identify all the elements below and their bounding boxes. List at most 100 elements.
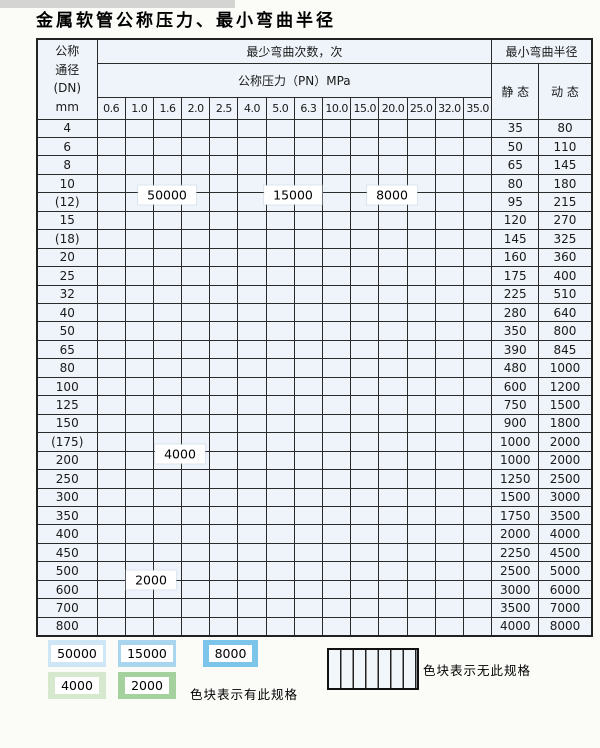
no-spec-cell — [434, 136, 464, 157]
no-spec-cell — [462, 395, 493, 415]
spec-cell — [321, 266, 352, 286]
spec-cell — [124, 284, 154, 305]
pressure-col-header: 1.6 — [152, 96, 183, 120]
table-row: 25 175 400 — [36, 266, 593, 286]
table-row: 32 225 510 — [36, 284, 593, 305]
spec-cell — [265, 284, 295, 305]
spec-cell — [96, 303, 126, 323]
dynamic-radius-cell: 4000 — [538, 524, 593, 544]
legend-swatch-value: 15000 — [121, 644, 173, 663]
spec-cell — [96, 247, 126, 268]
dn-cell: 10 — [36, 173, 98, 194]
spec-cell — [181, 413, 211, 434]
no-spec-cell — [350, 432, 380, 452]
spec-cell — [209, 247, 239, 268]
dynamic-radius-cell: 1200 — [538, 376, 593, 397]
spec-cell — [209, 118, 239, 138]
no-spec-cell — [434, 210, 464, 231]
spec-cell — [293, 229, 324, 249]
no-spec-cell — [462, 487, 493, 508]
spec-cell — [96, 229, 126, 249]
spec-cell — [237, 284, 267, 305]
no-spec-cell — [406, 229, 436, 249]
no-spec-cell — [321, 358, 352, 378]
dynamic-radius-cell: 4500 — [538, 542, 593, 563]
static-radius-cell: 225 — [491, 284, 540, 305]
no-spec-cell — [321, 598, 352, 618]
table-row: 4 35 80 — [36, 118, 593, 138]
spec-cell — [124, 339, 154, 360]
static-radius-cell: 2250 — [491, 542, 540, 563]
legend-swatch-value: 4000 — [55, 676, 99, 695]
no-spec-cell — [293, 579, 324, 600]
no-spec-cell — [406, 450, 436, 471]
dynamic-radius-cell: 640 — [538, 303, 593, 323]
no-spec-cell — [378, 321, 408, 341]
no-spec-cell — [293, 616, 324, 637]
spec-cell — [96, 469, 126, 489]
no-spec-cell — [406, 487, 436, 508]
no-spec-cell — [406, 247, 436, 268]
spec-cell — [321, 229, 352, 249]
spec-cell — [96, 395, 126, 415]
spec-cell — [293, 155, 324, 175]
spec-cell — [237, 487, 267, 508]
no-spec-cell — [321, 376, 352, 397]
no-spec-cell — [350, 542, 380, 563]
no-spec-cell — [462, 247, 493, 268]
spec-cell — [181, 321, 211, 341]
no-spec-cell — [321, 542, 352, 563]
bend-cycles-header: 最少弯曲次数，次 — [96, 38, 493, 64]
spec-cell — [293, 284, 324, 305]
pressure-col-header: 6.3 — [293, 96, 324, 120]
spec-cell — [124, 450, 154, 471]
spec-cell — [293, 303, 324, 323]
no-spec-cell — [406, 284, 436, 305]
spec-cell — [321, 155, 352, 175]
static-radius-cell: 80 — [491, 173, 540, 194]
no-spec-cell — [406, 413, 436, 434]
static-radius-cell: 1000 — [491, 450, 540, 471]
no-spec-cell — [265, 616, 295, 637]
no-spec-cell — [462, 542, 493, 563]
spec-cell — [350, 118, 380, 138]
dynamic-radius-cell: 1000 — [538, 358, 593, 378]
dynamic-radius-cell: 3500 — [538, 506, 593, 526]
no-spec-cell — [462, 469, 493, 489]
spec-cell — [181, 229, 211, 249]
spec-cell — [265, 339, 295, 360]
no-spec-cell — [265, 579, 295, 600]
static-radius-cell: 4000 — [491, 616, 540, 637]
no-spec-cell — [321, 450, 352, 471]
spec-cell — [181, 339, 211, 360]
no-spec-cell — [462, 506, 493, 526]
static-radius-cell: 480 — [491, 358, 540, 378]
spec-cell — [152, 118, 183, 138]
spec-cell — [124, 155, 154, 175]
spec-cell — [237, 229, 267, 249]
no-spec-cell — [265, 487, 295, 508]
spec-cell — [209, 561, 239, 581]
no-spec-cell — [378, 266, 408, 286]
dn-cell: 250 — [36, 469, 98, 489]
spec-cell — [96, 155, 126, 175]
spec-cell — [209, 321, 239, 341]
spec-cell — [265, 136, 295, 157]
dn-cell: 25 — [36, 266, 98, 286]
spec-cell — [209, 284, 239, 305]
no-spec-cell — [350, 376, 380, 397]
no-spec-cell — [406, 321, 436, 341]
no-spec-cell — [462, 376, 493, 397]
spec-cell — [265, 321, 295, 341]
no-spec-cell — [406, 561, 436, 581]
no-spec-cell — [209, 579, 239, 600]
spec-cell — [237, 376, 267, 397]
spec-cell — [181, 561, 211, 581]
spec-cell — [124, 303, 154, 323]
dn-cell: 800 — [36, 616, 98, 637]
spec-cell — [152, 229, 183, 249]
no-spec-cell — [434, 229, 464, 249]
no-spec-cell — [378, 506, 408, 526]
pressure-col-header: 20.0 — [378, 96, 408, 120]
dn-cell: 65 — [36, 339, 98, 360]
